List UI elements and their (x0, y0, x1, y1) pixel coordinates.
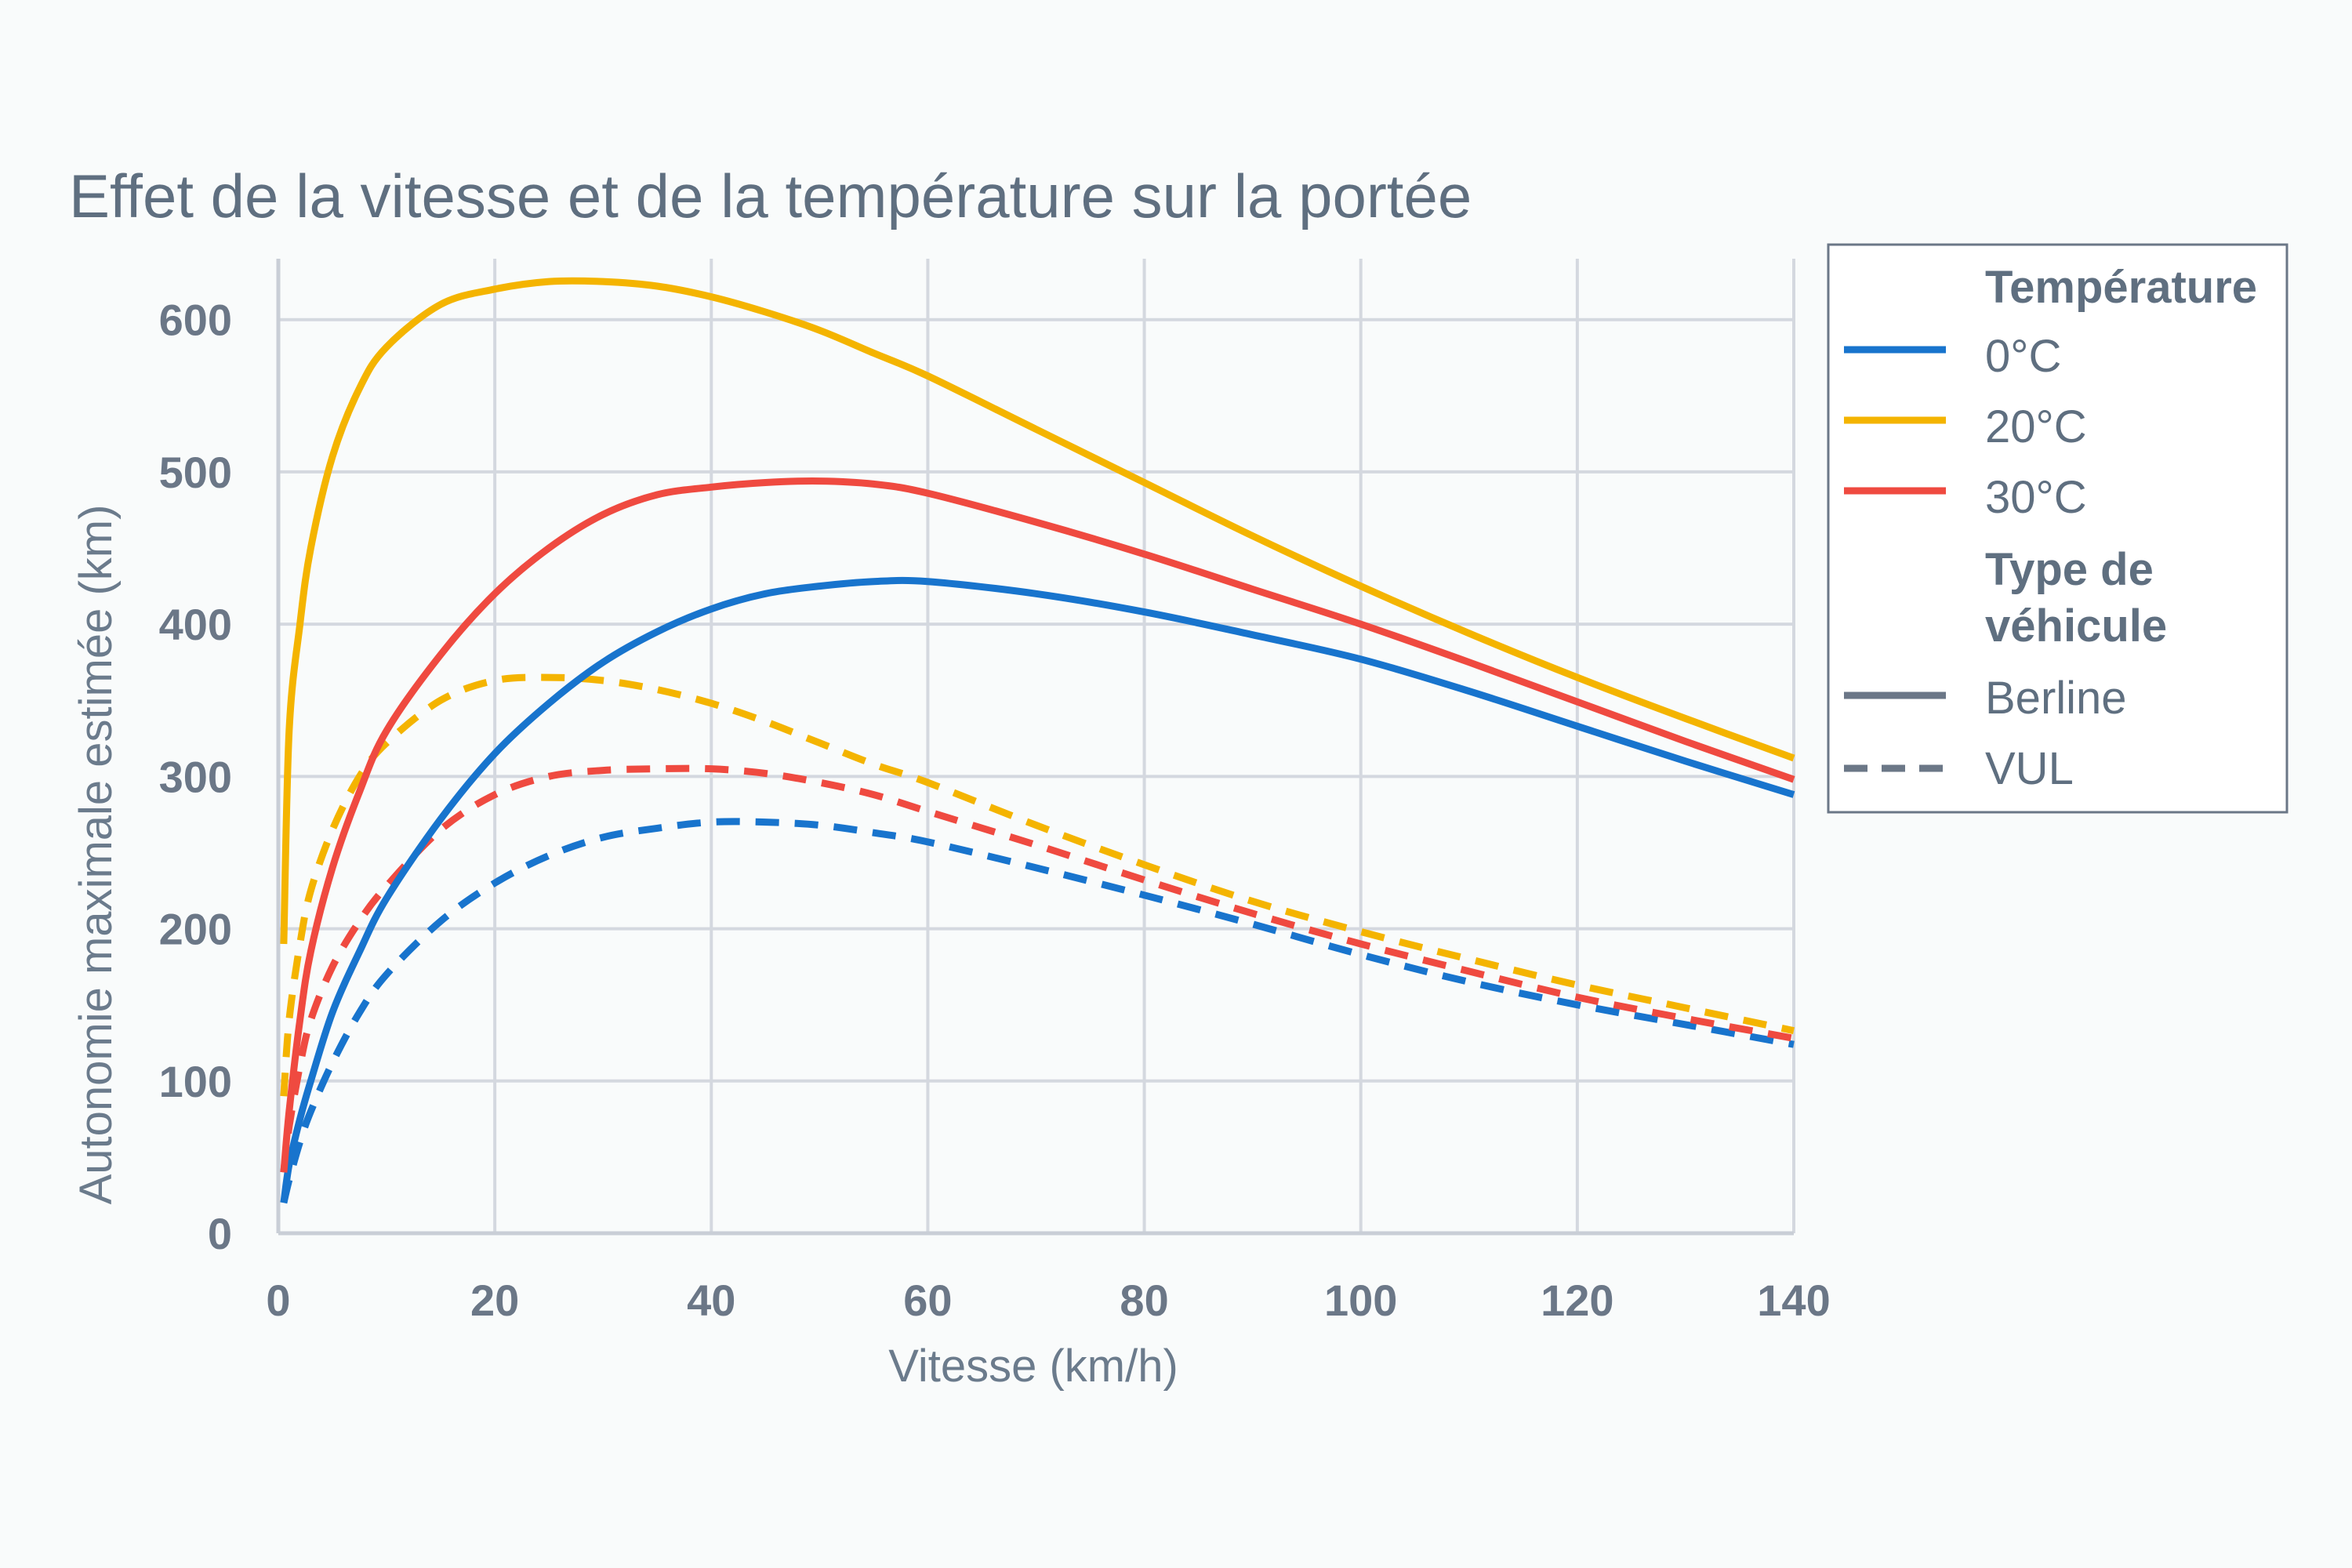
series-line-vul-20c (280, 673, 1795, 1097)
legend-label-berline: Berline (1985, 673, 2127, 724)
y-tick-label: 300 (159, 752, 232, 801)
x-axis-label: Vitesse (km/h) (888, 1341, 1178, 1392)
legend-box (1827, 243, 2288, 814)
chart-title: Effet de la vitesse et de la température… (69, 162, 1472, 230)
series-line-berline-0c (280, 576, 1795, 1203)
series-line-vul-0c (280, 818, 1795, 1204)
x-tick-label: 20 (470, 1276, 519, 1325)
legend-temperature-title: Température (1985, 262, 2257, 313)
y-tick-label: 200 (159, 905, 232, 954)
x-tick-label: 120 (1541, 1276, 1613, 1325)
x-tick-label: 60 (903, 1276, 952, 1325)
legend-label-vul: VUL (1985, 743, 2074, 794)
grid-lines (278, 259, 1795, 1233)
x-tick-label: 40 (687, 1276, 735, 1325)
series-lines (280, 277, 1795, 1204)
legend: Température 0°C 20°C 30°C Type de véhicu… (1827, 243, 2288, 814)
axes (276, 259, 1794, 1236)
legend-vehicle-title-line1: Type de (1985, 544, 2154, 595)
y-tick-label: 500 (159, 448, 232, 497)
series-line-berline-30c (280, 477, 1795, 1173)
legend-label-20c: 20°C (1985, 401, 2087, 452)
y-tick-label: 400 (159, 600, 232, 649)
x-tick-labels: 0 20 40 60 80 100 120 140 (266, 1276, 1830, 1325)
legend-vehicle-title-line2: véhicule (1985, 601, 2167, 652)
y-tick-labels: 0 100 200 300 400 500 600 (159, 296, 232, 1258)
series-line-vul-30c (280, 764, 1795, 1173)
legend-label-30c: 30°C (1985, 472, 2087, 523)
x-tick-label: 0 (266, 1276, 290, 1325)
y-tick-label: 100 (159, 1057, 232, 1106)
x-tick-label: 140 (1757, 1276, 1830, 1325)
y-tick-label: 600 (159, 296, 232, 345)
series-line-berline-20c (280, 277, 1795, 945)
y-tick-label: 0 (208, 1209, 232, 1258)
legend-label-0c: 0°C (1985, 331, 2061, 382)
x-tick-label: 80 (1120, 1276, 1168, 1325)
y-axis-label: Autonomie maximale estimée (km) (71, 505, 122, 1205)
x-tick-label: 100 (1324, 1276, 1397, 1325)
